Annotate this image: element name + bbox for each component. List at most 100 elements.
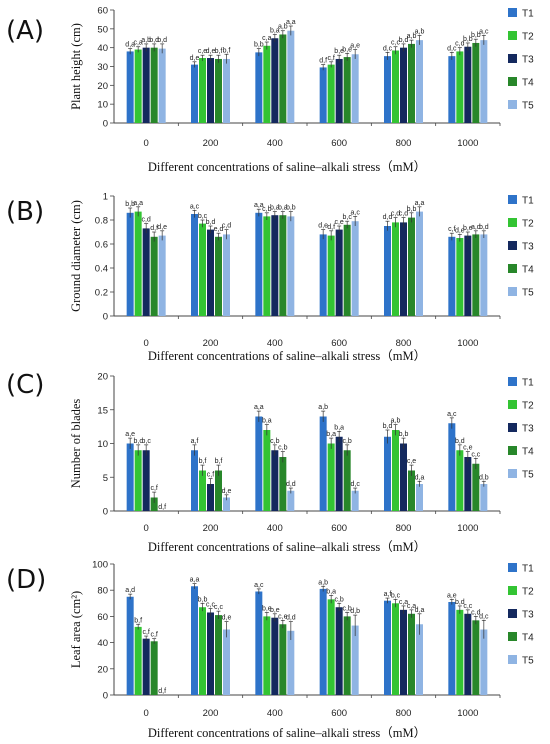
bar-t1: [448, 236, 456, 316]
significance-label: a,c: [254, 582, 264, 589]
legend-swatch-t2: [508, 586, 517, 595]
x-tick-label: 0: [144, 338, 149, 349]
x-tick-label: 400: [267, 523, 283, 534]
bar-t3: [142, 450, 150, 511]
legend-swatch-t5: [508, 100, 517, 109]
bar-t2: [263, 216, 271, 316]
y-tick-label: 15: [97, 405, 108, 416]
significance-label: b,c: [133, 438, 143, 445]
legend-swatch-t2: [508, 31, 517, 40]
significance-label: d,c: [383, 45, 393, 52]
x-tick-label: 0: [144, 708, 149, 719]
bar-t5: [351, 221, 359, 316]
bar-t5: [416, 211, 423, 316]
bar-t5: [480, 484, 488, 511]
significance-label: c,f: [448, 226, 455, 233]
significance-label: d,e: [222, 488, 232, 495]
significance-label: a,f: [384, 591, 392, 598]
significance-label: b,e: [463, 225, 473, 232]
significance-label: c,f: [142, 629, 149, 636]
bar-t2: [327, 235, 335, 316]
bar-t4: [343, 616, 351, 695]
legend-label: T4: [522, 78, 534, 89]
bar-t1: [255, 591, 263, 695]
bar-t4: [472, 42, 480, 124]
significance-label: c,e: [278, 613, 287, 620]
significance-label: c,f: [207, 472, 214, 479]
significance-label: a,e: [125, 431, 135, 438]
x-tick-label: 0: [144, 523, 149, 534]
significance-label: b,f: [215, 48, 223, 55]
legend-label: T1: [522, 196, 534, 207]
bar-t2: [327, 64, 335, 123]
significance-label: d,f: [319, 58, 327, 65]
legend-swatch-t3: [508, 54, 517, 63]
bar-t1: [319, 67, 327, 123]
significance-label: d,d: [383, 214, 393, 221]
y-tick-label: 40: [97, 43, 108, 54]
significance-label: d,a: [125, 42, 135, 49]
significance-label: c,a: [262, 35, 271, 42]
bar-t3: [400, 47, 407, 123]
significance-label: d,f: [150, 225, 158, 232]
significance-label: c,f: [150, 485, 157, 492]
legend-label: T3: [522, 610, 534, 621]
bar-t5: [480, 234, 488, 316]
significance-label: b,a: [270, 205, 280, 212]
bar-t4: [472, 620, 480, 695]
significance-label: a,b: [318, 404, 328, 411]
bar-t4: [215, 58, 222, 123]
y-tick-label: 5: [103, 473, 108, 484]
significance-label: a,a: [254, 202, 264, 209]
x-tick-label: 1000: [457, 338, 478, 349]
bar-t2: [199, 470, 206, 511]
x-tick-label: 1000: [457, 138, 478, 149]
significance-label: d,e: [455, 227, 465, 234]
x-tick-label: 1000: [457, 708, 478, 719]
bar-t5: [351, 625, 359, 695]
significance-label: a,a: [254, 404, 264, 411]
bar-t4: [408, 217, 415, 316]
bar-t2: [134, 626, 142, 695]
legend-swatch-t4: [508, 446, 517, 455]
significance-label: b,d: [383, 423, 393, 430]
legend-label: T4: [522, 447, 534, 458]
significance-label: d,c: [447, 45, 457, 52]
significance-label: d,d: [286, 615, 296, 622]
bar-t5: [416, 484, 423, 511]
bar-t2: [263, 45, 271, 123]
y-tick-label: 40: [97, 638, 108, 649]
y-tick-label: 20: [97, 664, 108, 675]
bar-t4: [150, 47, 158, 123]
legend-swatch-t1: [508, 377, 517, 386]
legend-swatch-t4: [508, 632, 517, 641]
bar-t1: [384, 600, 391, 695]
significance-label: c,b: [278, 445, 287, 452]
significance-label: b,c: [391, 592, 401, 599]
significance-label: b,b: [198, 596, 208, 603]
significance-label: a,b: [318, 579, 328, 586]
significance-label: c,e: [407, 458, 416, 465]
significance-label: b,f: [134, 617, 142, 624]
significance-label: b,b: [399, 431, 409, 438]
legend-label: T5: [522, 656, 534, 667]
bar-t5: [480, 40, 488, 124]
legend-swatch-t3: [508, 423, 517, 432]
bar-t2: [327, 443, 335, 511]
significance-label: b,d: [479, 224, 489, 231]
y-tick-label: 0.8: [95, 216, 108, 227]
bar-t3: [142, 638, 150, 695]
y-tick-label: 0.6: [95, 240, 108, 251]
significance-label: d,b: [479, 474, 489, 481]
significance-label: d,e: [157, 224, 167, 231]
significance-label: a,a: [133, 200, 143, 207]
legend-swatch-t3: [508, 241, 517, 250]
legend-swatch-t5: [508, 655, 517, 664]
legend-label: T4: [522, 633, 534, 644]
significance-label: c,c: [206, 602, 215, 609]
significance-label: b,b: [286, 205, 296, 212]
legend-label: T3: [522, 424, 534, 435]
significance-label: c,b: [262, 206, 271, 213]
bar-t2: [392, 430, 399, 511]
